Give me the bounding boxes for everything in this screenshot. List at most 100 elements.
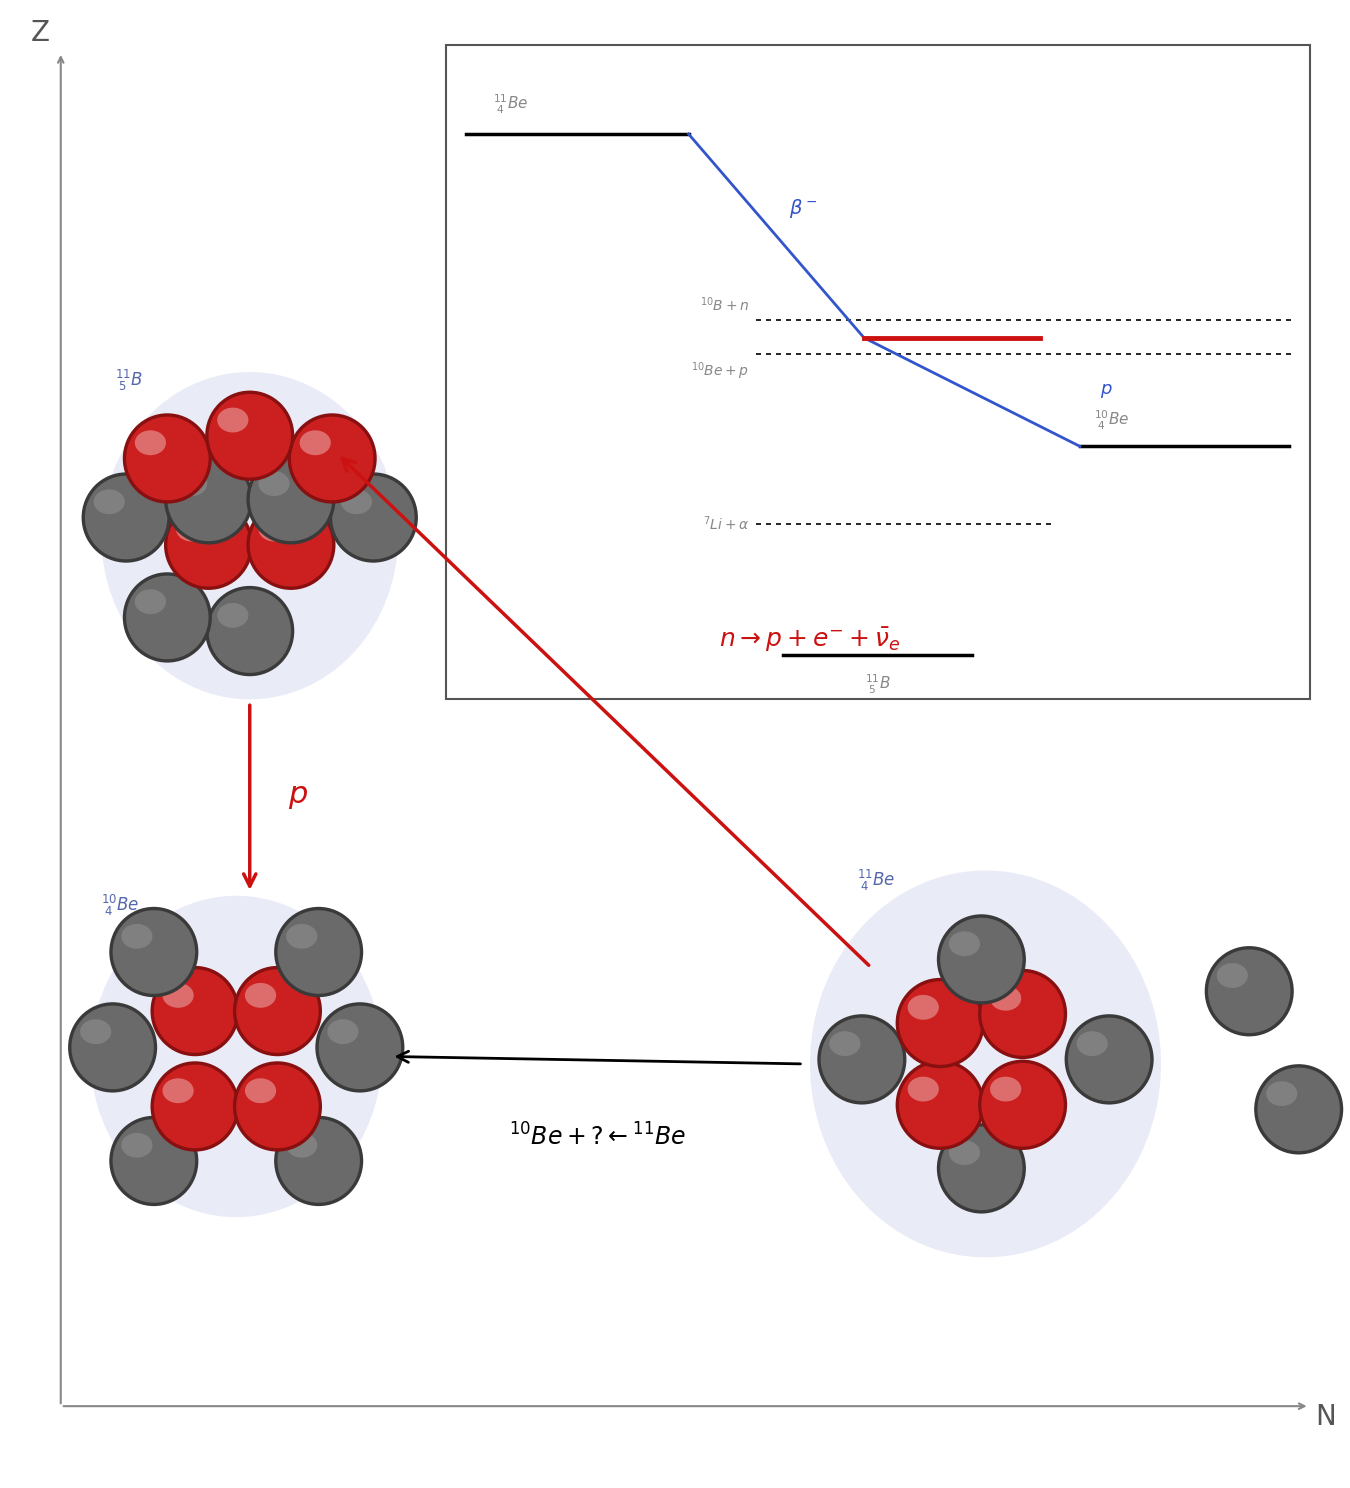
- Text: $^{11}_{\ 5}B$: $^{11}_{\ 5}B$: [115, 368, 143, 393]
- Ellipse shape: [292, 417, 374, 500]
- Ellipse shape: [163, 454, 252, 545]
- Text: N: N: [1315, 1403, 1336, 1430]
- Ellipse shape: [80, 1019, 111, 1045]
- Text: $^{11}_{\ 4}Be$: $^{11}_{\ 4}Be$: [857, 868, 895, 893]
- Ellipse shape: [72, 1006, 154, 1089]
- Ellipse shape: [1204, 946, 1293, 1037]
- Text: $^{10}_{\ 4}Be$: $^{10}_{\ 4}Be$: [1094, 408, 1129, 432]
- Ellipse shape: [319, 1006, 401, 1089]
- Ellipse shape: [208, 394, 292, 478]
- Ellipse shape: [258, 516, 290, 542]
- Ellipse shape: [81, 472, 170, 562]
- Ellipse shape: [300, 430, 331, 455]
- Ellipse shape: [286, 924, 317, 949]
- Ellipse shape: [85, 476, 167, 559]
- Ellipse shape: [247, 500, 336, 589]
- Ellipse shape: [167, 503, 250, 586]
- Ellipse shape: [940, 1126, 1022, 1210]
- Ellipse shape: [981, 972, 1064, 1056]
- Ellipse shape: [167, 457, 250, 542]
- Ellipse shape: [244, 1079, 277, 1103]
- Ellipse shape: [176, 516, 207, 542]
- Ellipse shape: [1208, 949, 1291, 1033]
- Ellipse shape: [122, 924, 153, 949]
- Ellipse shape: [340, 490, 373, 515]
- Ellipse shape: [217, 408, 248, 433]
- Ellipse shape: [1216, 963, 1247, 988]
- Ellipse shape: [93, 490, 124, 515]
- Circle shape: [101, 372, 398, 699]
- Ellipse shape: [244, 984, 277, 1007]
- Ellipse shape: [126, 417, 208, 500]
- Ellipse shape: [208, 589, 292, 673]
- Text: Z: Z: [31, 19, 50, 46]
- Ellipse shape: [163, 500, 252, 589]
- Ellipse shape: [162, 984, 193, 1007]
- Ellipse shape: [274, 906, 363, 997]
- Ellipse shape: [109, 906, 198, 997]
- Ellipse shape: [990, 1077, 1021, 1101]
- Ellipse shape: [829, 1031, 860, 1056]
- Ellipse shape: [247, 454, 336, 545]
- Ellipse shape: [150, 1061, 239, 1152]
- Ellipse shape: [205, 586, 294, 676]
- Ellipse shape: [258, 472, 290, 496]
- Ellipse shape: [937, 914, 1026, 1004]
- Text: $\beta^-$: $\beta^-$: [788, 196, 818, 220]
- Ellipse shape: [278, 1119, 360, 1202]
- Ellipse shape: [327, 1019, 359, 1045]
- Ellipse shape: [162, 1079, 193, 1103]
- Ellipse shape: [250, 503, 332, 586]
- Ellipse shape: [205, 390, 294, 481]
- Ellipse shape: [286, 1132, 317, 1158]
- Ellipse shape: [234, 966, 323, 1056]
- Ellipse shape: [981, 1062, 1064, 1147]
- Ellipse shape: [817, 1015, 906, 1104]
- Ellipse shape: [112, 911, 194, 994]
- Ellipse shape: [122, 1132, 153, 1158]
- Ellipse shape: [895, 1059, 984, 1150]
- Circle shape: [90, 896, 382, 1217]
- Ellipse shape: [126, 576, 208, 659]
- Ellipse shape: [907, 1077, 938, 1101]
- Ellipse shape: [274, 1116, 363, 1207]
- Ellipse shape: [135, 430, 166, 455]
- Text: $^{11}_{\ 4}Be$: $^{11}_{\ 4}Be$: [493, 92, 528, 116]
- Ellipse shape: [288, 414, 377, 503]
- Ellipse shape: [977, 1059, 1066, 1150]
- Ellipse shape: [109, 1116, 198, 1207]
- Ellipse shape: [1257, 1067, 1341, 1152]
- Text: $^{10}Be + ? \leftarrow {^{11}Be}$: $^{10}Be + ? \leftarrow {^{11}Be}$: [509, 1123, 686, 1150]
- Text: $^{10}Be + p$: $^{10}Be + p$: [691, 360, 749, 382]
- Ellipse shape: [1065, 1015, 1154, 1104]
- Ellipse shape: [977, 969, 1066, 1059]
- Ellipse shape: [1254, 1064, 1343, 1155]
- Ellipse shape: [176, 472, 207, 496]
- Ellipse shape: [937, 1123, 1026, 1214]
- Ellipse shape: [135, 589, 166, 615]
- Ellipse shape: [949, 931, 980, 957]
- Ellipse shape: [1076, 1031, 1108, 1056]
- Ellipse shape: [895, 978, 984, 1068]
- Ellipse shape: [332, 476, 414, 559]
- Ellipse shape: [217, 603, 248, 628]
- Ellipse shape: [154, 1064, 236, 1149]
- Ellipse shape: [821, 1018, 903, 1101]
- Text: $^{10}_{\ 4}Be$: $^{10}_{\ 4}Be$: [101, 893, 139, 918]
- Circle shape: [810, 870, 1161, 1257]
- Ellipse shape: [123, 573, 212, 662]
- Ellipse shape: [990, 987, 1021, 1010]
- Ellipse shape: [316, 1003, 405, 1092]
- Text: $^{7}Li + \alpha$: $^{7}Li + \alpha$: [703, 515, 749, 533]
- Text: $^{11}_{\ 5}B$: $^{11}_{\ 5}B$: [864, 673, 891, 696]
- Ellipse shape: [940, 918, 1022, 1001]
- Ellipse shape: [250, 457, 332, 542]
- Ellipse shape: [154, 969, 236, 1054]
- FancyBboxPatch shape: [446, 45, 1310, 699]
- Ellipse shape: [1068, 1018, 1150, 1101]
- Ellipse shape: [236, 1064, 319, 1149]
- Text: $n \rightarrow p + e^{-} + \bar{\nu}_{e}$: $n \rightarrow p + e^{-} + \bar{\nu}_{e}…: [720, 626, 900, 653]
- Ellipse shape: [329, 472, 418, 562]
- Ellipse shape: [112, 1119, 194, 1202]
- Text: $p$: $p$: [288, 781, 308, 811]
